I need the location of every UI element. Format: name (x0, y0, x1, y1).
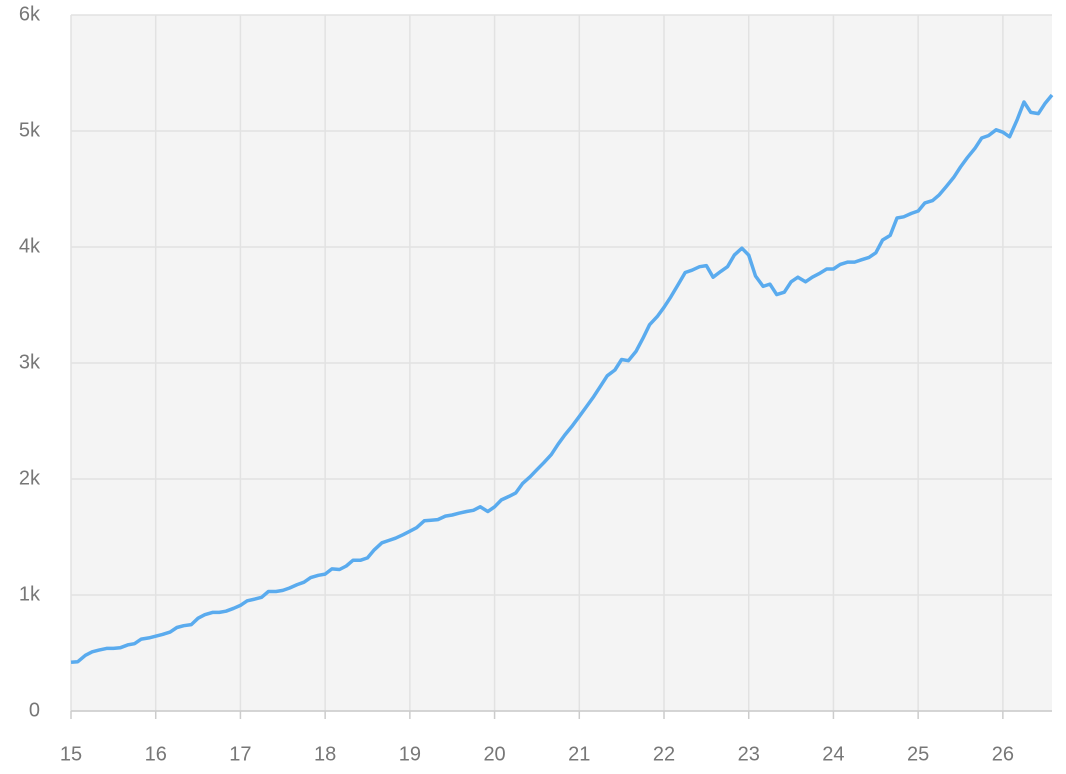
x-tick-label: 20 (483, 743, 505, 765)
x-tick-label: 23 (738, 743, 760, 765)
y-tick-label: 3k (19, 351, 41, 373)
x-tick-label: 19 (399, 743, 421, 765)
x-tick-label: 15 (60, 743, 82, 765)
y-tick-label: 5k (19, 119, 41, 141)
y-tick-label: 4k (19, 235, 41, 257)
x-tick-label: 25 (907, 743, 929, 765)
x-tick-label: 26 (992, 743, 1014, 765)
x-tick-label: 22 (653, 743, 675, 765)
x-tick-label: 17 (229, 743, 251, 765)
y-tick-label: 1k (19, 583, 41, 605)
x-tick-label: 18 (314, 743, 336, 765)
data-line (70, 93, 1054, 665)
y-tick-label: 6k (19, 3, 41, 25)
y-tick-label: 0 (29, 699, 40, 721)
x-tick-label: 16 (145, 743, 167, 765)
y-tick-label: 2k (19, 467, 41, 489)
x-tick-label: 21 (568, 743, 590, 765)
x-tick-label: 24 (822, 743, 844, 765)
